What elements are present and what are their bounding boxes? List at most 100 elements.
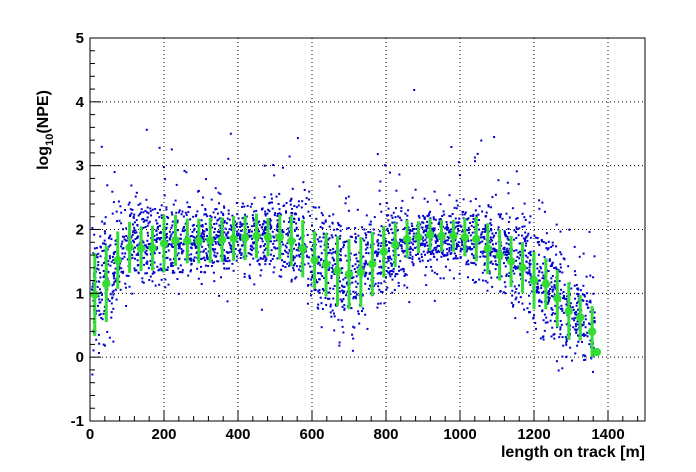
scatter-point (318, 278, 321, 281)
scatter-point (377, 244, 380, 247)
scatter-point (559, 307, 562, 310)
scatter-point (354, 227, 357, 230)
scatter-point (328, 215, 331, 218)
scatter-point (165, 257, 168, 259)
scatter-point (217, 240, 220, 243)
scatter-point (411, 228, 414, 231)
scatter-point (178, 271, 181, 274)
scatter-point (95, 338, 98, 341)
scatter-point (387, 207, 390, 210)
scatter-point (167, 266, 169, 269)
scatter-point (214, 227, 216, 230)
scatter-point (290, 278, 293, 281)
scatter-point (327, 252, 330, 255)
scatter-point (265, 258, 268, 261)
scatter-point (134, 229, 137, 232)
scatter-point (337, 223, 340, 226)
scatter-point (355, 297, 357, 300)
scatter-point (193, 243, 196, 246)
scatter-point (262, 257, 265, 260)
scatter-point (303, 189, 306, 191)
scatter-point (461, 241, 463, 244)
scatter-point (327, 297, 329, 300)
scatter-point (300, 252, 302, 255)
scatter-point (467, 240, 470, 242)
scatter-point (514, 291, 517, 294)
scatter-point (574, 297, 577, 300)
scatter-point (145, 246, 148, 249)
scatter-point (124, 252, 127, 255)
scatter-point (369, 220, 372, 223)
scatter-point (283, 220, 285, 223)
scatter-point (385, 261, 388, 264)
scatter-point (191, 230, 194, 233)
scatter-point (193, 260, 195, 262)
scatter-point (456, 257, 459, 260)
scatter-point (111, 291, 114, 294)
scatter-point (352, 290, 355, 293)
scatter-point (490, 206, 492, 209)
scatter-point (342, 241, 345, 244)
scatter-point (515, 259, 518, 262)
scatter-point (481, 271, 484, 274)
scatter-point (98, 301, 101, 304)
scatter-point (560, 304, 563, 307)
scatter-point (338, 344, 341, 347)
scatter-point (197, 190, 199, 193)
scatter-point (532, 316, 535, 319)
scatter-point (561, 355, 564, 358)
scatter-point (215, 208, 218, 211)
scatter-point (490, 260, 493, 263)
scatter-point (440, 251, 443, 254)
scatter-point (112, 253, 115, 256)
scatter-point (111, 255, 114, 258)
scatter-point (505, 275, 508, 277)
scatter-point (553, 337, 556, 340)
scatter-point (551, 312, 554, 315)
scatter-point (293, 217, 296, 220)
scatter-point (171, 264, 174, 267)
scatter-point (122, 228, 124, 231)
scatter-point (108, 336, 111, 339)
scatter-point (137, 264, 140, 266)
scatter-point (507, 250, 510, 253)
scatter-point (518, 250, 521, 253)
scatter-point (303, 263, 306, 266)
scatter-point (297, 200, 300, 203)
scatter-point (159, 231, 162, 233)
scatter-point (343, 285, 346, 288)
scatter-point (312, 230, 315, 233)
scatter-point (200, 234, 203, 237)
scatter-point (364, 232, 367, 235)
scatter-point (246, 204, 249, 207)
scatter-point (448, 194, 451, 197)
scatter-point (547, 290, 550, 293)
scatter-point (205, 235, 208, 237)
profile-point (183, 236, 192, 246)
scatter-point (561, 271, 564, 274)
scatter-point (407, 229, 410, 231)
scatter-point (178, 209, 181, 212)
scatter-point (288, 155, 291, 158)
scatter-point (113, 262, 116, 265)
scatter-point (406, 286, 409, 289)
scatter-point (543, 256, 546, 259)
scatter-point (385, 243, 388, 246)
scatter-point (363, 262, 366, 265)
scatter-point (526, 234, 529, 237)
scatter-point (269, 218, 271, 220)
scatter-point (559, 230, 562, 233)
scatter-point (512, 269, 514, 272)
scatter-point (138, 213, 141, 215)
scatter-point (354, 280, 357, 283)
scatter-point (156, 212, 159, 214)
scatter-point (131, 239, 134, 242)
scatter-point (243, 272, 246, 275)
scatter-point (437, 249, 440, 252)
scatter-point (263, 232, 266, 235)
scatter-point (349, 235, 352, 238)
scatter-point (547, 247, 550, 250)
scatter-point (479, 241, 482, 244)
scatter-point (512, 266, 515, 269)
scatter-point (223, 254, 226, 257)
